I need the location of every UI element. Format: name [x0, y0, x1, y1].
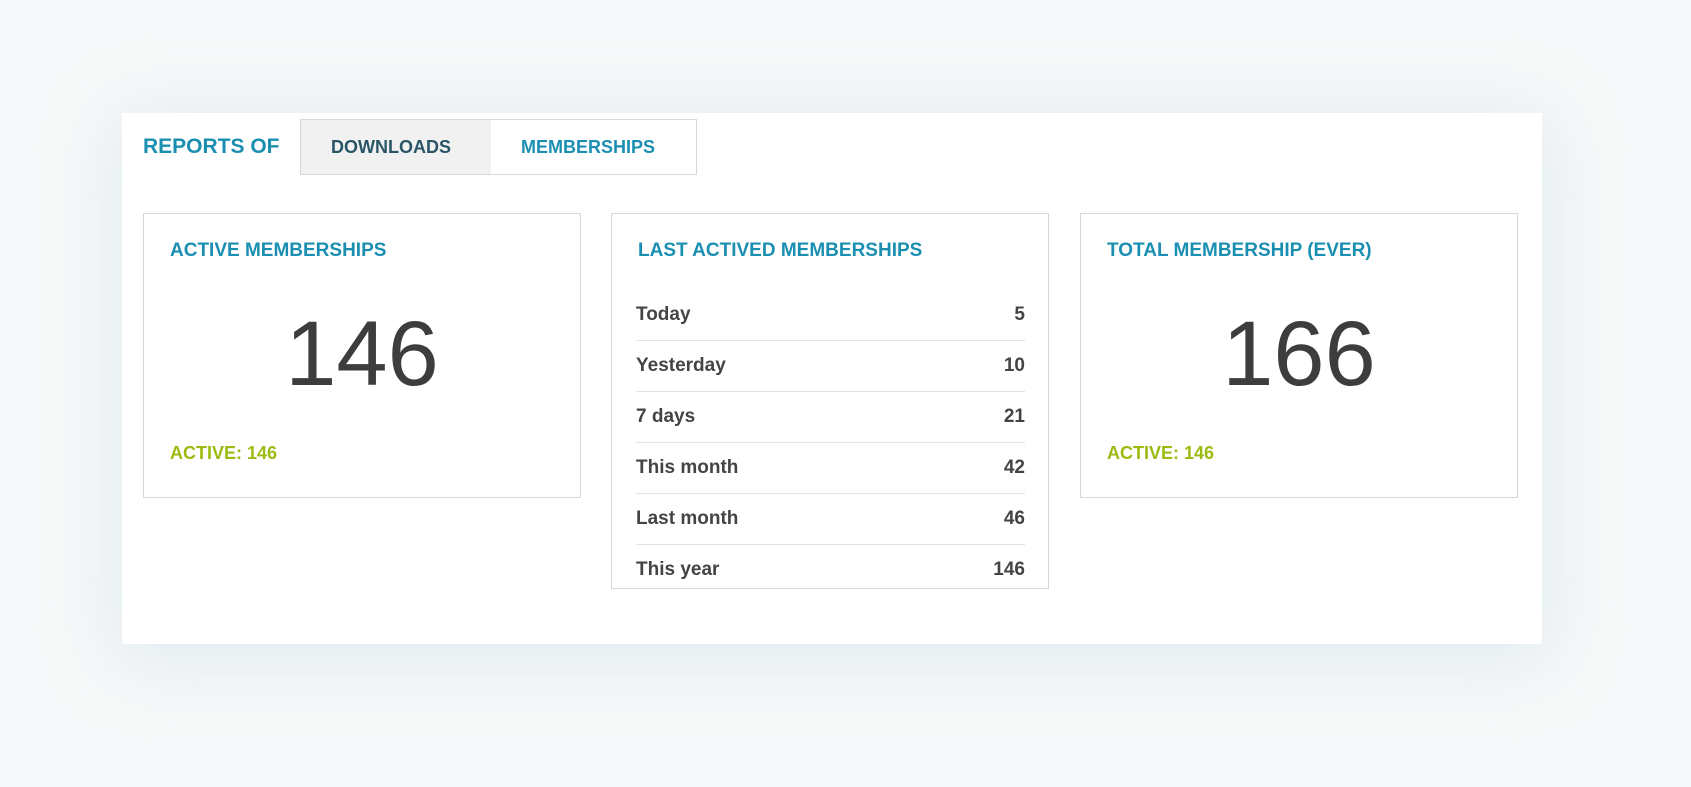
active-count-label: ACTIVE: 146	[170, 443, 278, 463]
total-membership-value: 166	[1222, 303, 1376, 405]
list-item: Today 5	[636, 290, 1025, 341]
row-label: Today	[636, 304, 691, 325]
card-title: LAST ACTIVED MEMBERSHIPS	[638, 240, 923, 261]
row-label: This month	[636, 457, 739, 478]
total-membership-card: TOTAL MEMBERSHIP (EVER) 166 ACTIVE: 146	[1080, 213, 1518, 498]
row-label: Yesterday	[636, 355, 726, 376]
stats-list: Today 5 Yesterday 10 7 days 21 This month 42…	[636, 290, 1025, 595]
report-tabs: DOWNLOADS MEMBERSHIPS	[300, 119, 697, 175]
list-item: This year 146	[636, 545, 1025, 595]
card-title: ACTIVE MEMBERSHIPS	[170, 240, 387, 261]
row-value: 42	[1003, 457, 1025, 478]
card-title: TOTAL MEMBERSHIP (EVER)	[1107, 240, 1372, 261]
row-label: 7 days	[636, 406, 696, 427]
tab-downloads[interactable]: DOWNLOADS	[301, 120, 491, 174]
row-value: 10	[1003, 355, 1025, 376]
reports-panel: REPORTS OF DOWNLOADS MEMBERSHIPS ACTIVE …	[122, 113, 1542, 644]
list-item: This month 42	[636, 443, 1025, 494]
row-value: 5	[1014, 304, 1025, 325]
row-value: 46	[1003, 508, 1025, 529]
reports-of-label: REPORTS OF	[143, 135, 280, 158]
row-value: 21	[1003, 406, 1025, 427]
row-value: 146	[993, 559, 1025, 580]
list-item: Yesterday 10	[636, 341, 1025, 392]
row-label: Last month	[636, 508, 739, 529]
row-label: This year	[636, 559, 720, 580]
active-memberships-value: 146	[285, 303, 439, 405]
tab-memberships[interactable]: MEMBERSHIPS	[491, 120, 696, 174]
active-count-label: ACTIVE: 146	[1107, 443, 1215, 463]
list-item: 7 days 21	[636, 392, 1025, 443]
active-memberships-card: ACTIVE MEMBERSHIPS 146 ACTIVE: 146	[143, 213, 581, 498]
list-item: Last month 46	[636, 494, 1025, 545]
last-actived-memberships-card: LAST ACTIVED MEMBERSHIPS Today 5 Yesterda…	[611, 213, 1049, 589]
